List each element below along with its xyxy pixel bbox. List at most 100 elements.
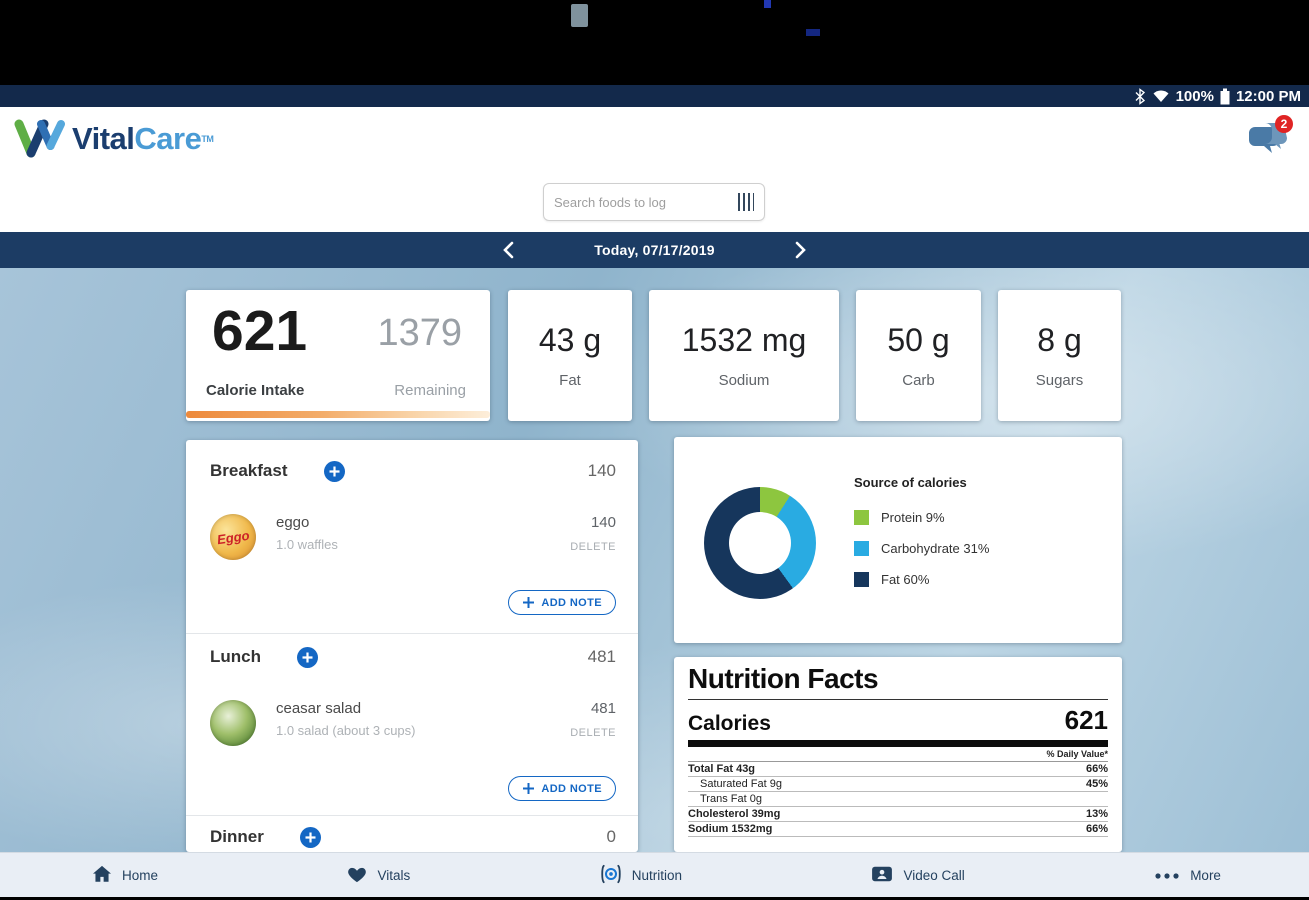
- nutrition-plate-icon: [600, 864, 622, 887]
- food-search-bar: [543, 183, 765, 221]
- nutrition-row-saturated-fat: Saturated Fat 9g 45%: [688, 777, 1108, 792]
- calorie-intake-label: Calorie Intake: [206, 382, 305, 399]
- carb-summary-card: 50 g Carb: [856, 290, 981, 421]
- food-item-row[interactable]: Eggo eggo 1.0 waffles 140 DELETE: [210, 512, 616, 570]
- row-label: Sodium 1532mg: [688, 823, 773, 835]
- meals-log-card: Breakfast 140 Eggo eggo 1.0 waffles 140 …: [186, 440, 638, 852]
- food-item-right: 140 DELETE: [570, 512, 616, 555]
- nav-more-label: More: [1190, 867, 1221, 883]
- food-item-calories: 140: [590, 514, 616, 531]
- legend-item-fat: Fat 60%: [854, 571, 989, 587]
- bluetooth-icon: [1134, 87, 1146, 105]
- current-date-label: Today, 07/17/2019: [594, 242, 715, 258]
- video-call-icon: [871, 865, 893, 886]
- row-value: 13%: [1085, 808, 1108, 820]
- nav-home-label: Home: [122, 867, 159, 883]
- delete-food-button[interactable]: DELETE: [570, 541, 616, 553]
- section-divider: [186, 633, 638, 634]
- nutrition-facts-card: Nutrition Facts Calories 621 % Daily Val…: [674, 657, 1122, 852]
- nutrition-row-sodium: Sodium 1532mg 66%: [688, 822, 1108, 837]
- fat-summary-card: 43 g Fat: [508, 290, 632, 421]
- add-breakfast-food-button[interactable]: [323, 460, 345, 482]
- food-item-calories: 481: [590, 700, 616, 717]
- lunch-add-note-button[interactable]: ADD NOTE: [508, 776, 616, 801]
- brand-trademark: TM: [201, 134, 214, 144]
- delete-food-button[interactable]: DELETE: [570, 727, 616, 739]
- nav-nutrition[interactable]: Nutrition: [600, 864, 682, 887]
- nutrition-row-trans-fat: Trans Fat 0g: [688, 792, 1108, 807]
- food-item-portion: 1.0 salad (about 3 cups): [276, 723, 416, 738]
- calories-remaining-value: 1379: [377, 312, 462, 354]
- dinner-section-header: Dinner 0: [210, 822, 616, 852]
- row-value: 66%: [1085, 823, 1108, 835]
- protein-swatch: [854, 509, 869, 525]
- sugars-summary-card: 8 g Sugars: [998, 290, 1121, 421]
- lunch-section-header: Lunch 481: [210, 642, 616, 672]
- breakfast-total-calories: 140: [587, 461, 616, 480]
- sugars-label: Sugars: [1035, 372, 1084, 389]
- nutrition-rule: [688, 699, 1108, 700]
- add-lunch-food-button[interactable]: [297, 646, 318, 668]
- food-item-row[interactable]: ceasar salad 1.0 salad (about 3 cups) 48…: [210, 698, 616, 756]
- calorie-source-title: Source of calories: [854, 475, 967, 490]
- chat-button[interactable]: 2: [1245, 115, 1293, 163]
- barcode-scan-icon[interactable]: [738, 193, 754, 211]
- dinner-label: Dinner: [210, 827, 264, 846]
- nutrition-calories-row: Calories 621: [688, 700, 1108, 740]
- row-label: Cholesterol 39mg: [688, 808, 781, 820]
- add-note-label: ADD NOTE: [541, 596, 602, 609]
- battery-percent: 100%: [1175, 87, 1214, 105]
- brand-logo: VitalCareTM: [14, 117, 214, 166]
- food-item-portion: 1.0 waffles: [276, 537, 338, 552]
- vitalcare-logo-mark-icon: [14, 117, 66, 166]
- wifi-icon: [1152, 89, 1170, 103]
- plus-icon: [523, 783, 535, 794]
- breakfast-add-note-button[interactable]: ADD NOTE: [508, 590, 616, 615]
- bottom-black-strip: [0, 897, 1309, 900]
- nutrition-row-cholesterol: Cholesterol 39mg 13%: [688, 807, 1108, 822]
- home-icon: [92, 865, 112, 886]
- carb-value: 50 g: [887, 322, 950, 358]
- dinner-total-calories: 0: [606, 827, 616, 846]
- daily-value-header: % Daily Value*: [688, 747, 1108, 762]
- food-item-text: ceasar salad 1.0 salad (about 3 cups): [276, 698, 415, 738]
- heart-icon: [347, 865, 367, 886]
- notification-badge: 2: [1275, 115, 1293, 133]
- nav-vitals[interactable]: Vitals: [347, 865, 410, 886]
- row-label: Trans Fat 0g: [700, 793, 762, 805]
- legend-item-carbohydrate: Carbohydrate 31%: [854, 540, 989, 556]
- date-navigation-bar: Today, 07/17/2019: [0, 232, 1309, 268]
- next-day-chevron-icon[interactable]: [795, 241, 807, 259]
- fat-legend-label: Fat 60%: [881, 571, 930, 587]
- protein-legend-label: Protein 9%: [881, 509, 945, 525]
- previous-day-chevron-icon[interactable]: [502, 241, 514, 259]
- plus-icon: [523, 597, 535, 608]
- row-label: Total Fat 43g: [688, 763, 756, 775]
- brand-vital: Vital: [72, 121, 135, 156]
- add-dinner-food-button[interactable]: [299, 826, 321, 848]
- nutrition-thick-rule: [688, 740, 1108, 747]
- eggo-brand-text: Eggo: [215, 527, 251, 547]
- nav-nutrition-label: Nutrition: [631, 867, 682, 883]
- sugars-value: 8 g: [1037, 322, 1082, 358]
- nav-video-call[interactable]: Video Call: [871, 865, 965, 886]
- carbohydrate-swatch: [854, 540, 869, 556]
- lunch-total-calories: 481: [587, 647, 616, 666]
- nav-vitals-label: Vitals: [377, 867, 411, 883]
- bottom-navigation-bar: Home Vitals Nutrition Video Ca: [0, 852, 1309, 897]
- nav-home[interactable]: Home: [92, 865, 158, 886]
- food-item-name: ceasar salad: [276, 700, 362, 717]
- row-value: 45%: [1085, 778, 1108, 790]
- search-input[interactable]: [554, 194, 730, 210]
- salad-food-image: [210, 700, 256, 746]
- app-header: VitalCareTM 2: [0, 107, 1309, 232]
- row-label: Saturated Fat 9g: [700, 778, 782, 790]
- status-bar: 100% 12:00 PM: [0, 85, 1309, 107]
- carb-label: Carb: [902, 372, 935, 389]
- more-dots-icon: [1154, 868, 1180, 883]
- sodium-label: Sodium: [718, 372, 770, 389]
- nav-more[interactable]: More: [1154, 868, 1221, 883]
- food-item-text: eggo 1.0 waffles: [276, 512, 338, 552]
- remaining-label: Remaining: [394, 382, 466, 399]
- chat-bubbles-icon: [1245, 123, 1289, 163]
